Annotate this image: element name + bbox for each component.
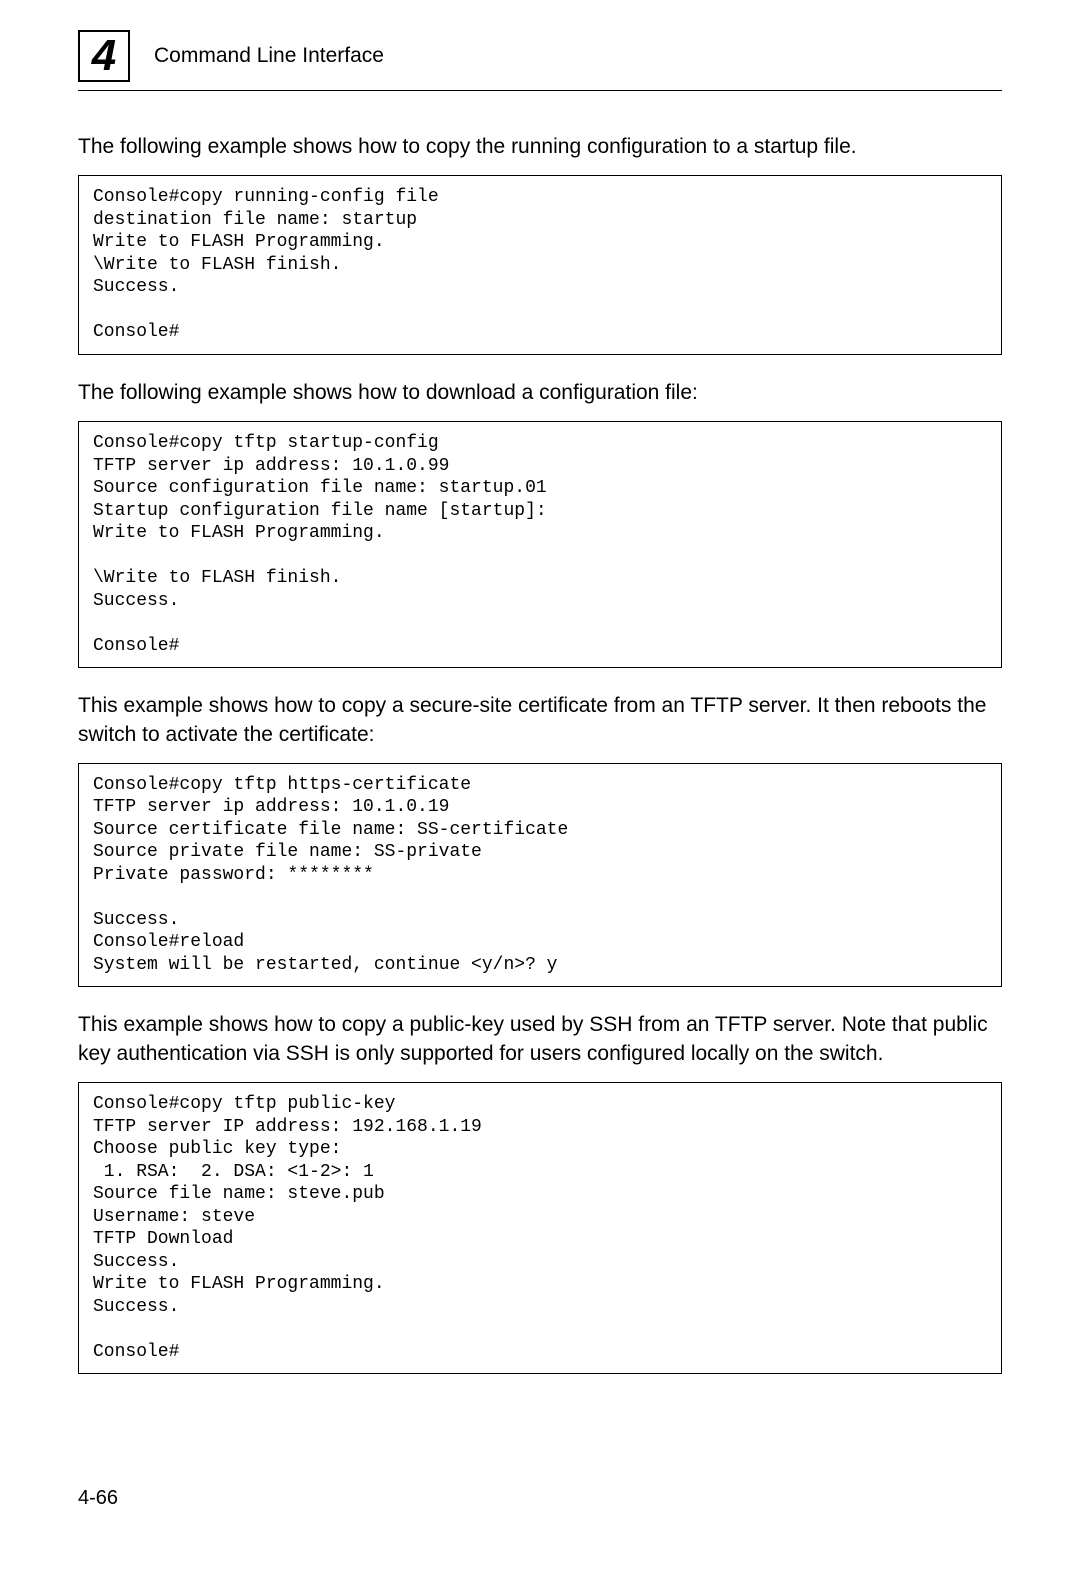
code-block-1: Console#copy running-config file destina… — [78, 175, 1002, 355]
chapter-number: 4 — [92, 34, 116, 78]
chapter-number-box: 4 — [78, 30, 130, 82]
paragraph-2: The following example shows how to downl… — [78, 379, 1002, 407]
page-number: 4-66 — [78, 1487, 118, 1510]
code-block-4: Console#copy tftp public-key TFTP server… — [78, 1082, 1002, 1374]
paragraph-4: This example shows how to copy a public-… — [78, 1011, 1002, 1068]
chapter-title: Command Line Interface — [154, 44, 384, 68]
paragraph-3: This example shows how to copy a secure-… — [78, 692, 1002, 749]
page-header: 4 Command Line Interface — [78, 30, 1002, 91]
paragraph-1: The following example shows how to copy … — [78, 133, 1002, 161]
code-block-3: Console#copy tftp https-certificate TFTP… — [78, 763, 1002, 988]
code-block-2: Console#copy tftp startup-config TFTP se… — [78, 421, 1002, 668]
